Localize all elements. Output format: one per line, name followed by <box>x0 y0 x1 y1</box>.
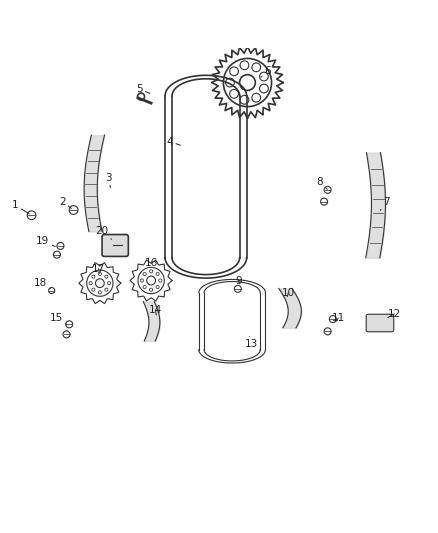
Text: 6: 6 <box>261 66 272 77</box>
Text: 5: 5 <box>136 84 150 94</box>
Text: 9: 9 <box>235 276 242 286</box>
Text: 16: 16 <box>145 258 158 271</box>
FancyBboxPatch shape <box>102 235 128 256</box>
Text: 13: 13 <box>245 336 258 350</box>
Text: 10: 10 <box>282 288 295 298</box>
Text: 15: 15 <box>49 313 67 324</box>
Text: 3: 3 <box>105 173 112 188</box>
Text: 11: 11 <box>332 313 345 323</box>
FancyBboxPatch shape <box>366 314 394 332</box>
Text: 2: 2 <box>59 197 71 208</box>
Text: 18: 18 <box>34 278 50 288</box>
Text: 8: 8 <box>316 177 327 189</box>
Text: 12: 12 <box>388 309 401 319</box>
Text: 20: 20 <box>95 227 112 239</box>
Text: 19: 19 <box>36 236 55 247</box>
Text: 14: 14 <box>149 305 162 316</box>
Text: 7: 7 <box>380 197 390 211</box>
Text: 17: 17 <box>92 264 105 273</box>
Text: 4: 4 <box>166 136 180 147</box>
Text: 1: 1 <box>12 200 29 214</box>
